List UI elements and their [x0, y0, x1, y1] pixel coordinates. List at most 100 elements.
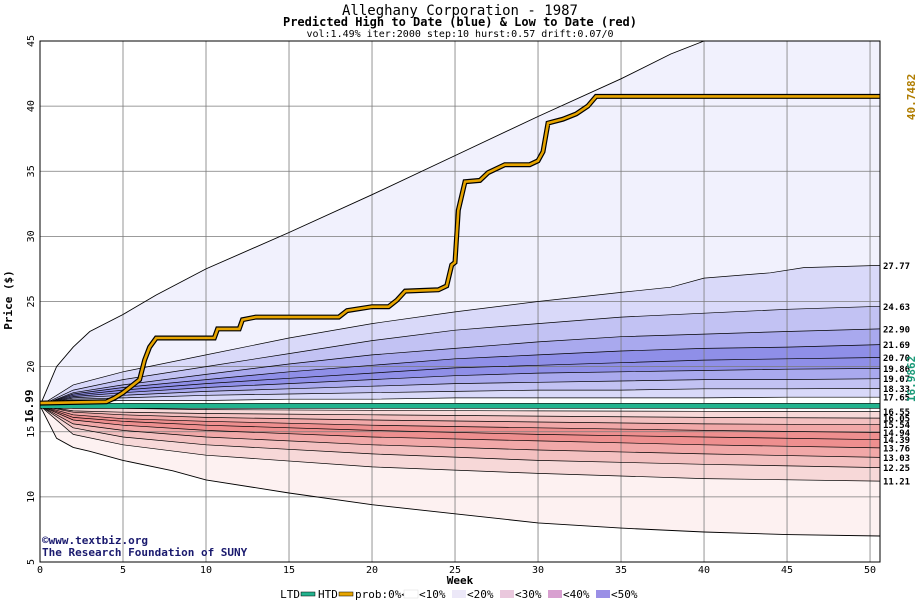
x-tick-label: 20: [366, 565, 378, 576]
legend-swatch-50: [596, 590, 610, 598]
percentile-value-label: 19.86: [883, 365, 910, 375]
x-tick-label: 0: [37, 565, 43, 576]
percentile-value-label: 16.05: [883, 415, 910, 425]
x-tick-label: 10: [200, 565, 212, 576]
percentile-value-label: 20.70: [883, 354, 910, 364]
percentile-value-label: 14.94: [883, 429, 911, 439]
percentile-value-label: 18.33: [883, 385, 910, 395]
percentile-line: [39, 405, 881, 458]
percentile-value-label: 16.55: [883, 408, 910, 418]
legend-30-label: <30%: [515, 588, 542, 600]
x-tick-label: 15: [283, 565, 295, 576]
low-band-10: [40, 405, 880, 419]
legend-ltd-swatch: [300, 591, 316, 597]
low-band-30: [40, 405, 880, 433]
start-price-label: 16.99: [23, 389, 36, 422]
percentile-line: [39, 357, 881, 407]
x-tick-label: 45: [781, 565, 793, 576]
copyright-text: ©www.textbiz.org: [42, 534, 148, 547]
high-band-lower-20: [40, 378, 880, 406]
percentile-value-label: 13.03: [883, 454, 910, 464]
percentile-value-label: 27.77: [883, 262, 910, 272]
high-band-20: [40, 306, 880, 406]
percentile-value-label: 24.63: [883, 303, 910, 313]
low-band-lower-10: [40, 405, 880, 482]
legend-swatch-10: [403, 589, 419, 599]
y-tick-label: 35: [26, 165, 37, 177]
percentile-line: [39, 265, 881, 406]
legend-swatch-20: [452, 590, 466, 598]
foundation-text: The Research Foundation of SUNY: [42, 546, 248, 559]
x-tick-label: 25: [449, 565, 461, 576]
legend-40-label: <40%: [563, 588, 590, 600]
lower-envelope-line: [39, 405, 881, 537]
legend-ltd-label: LTD: [280, 588, 300, 600]
upper-envelope-line: [39, 40, 705, 406]
percentile-value-label: 11.21: [883, 478, 910, 488]
y-tick-label: 30: [26, 230, 37, 242]
legend-htd-label: HTD: [318, 588, 338, 600]
y-tick-label: 20: [26, 361, 37, 373]
chart-title: Alleghany Corporation - 1987: [342, 3, 578, 19]
percentile-line: [39, 405, 881, 433]
legend-swatch-40: [548, 590, 562, 598]
x-tick-label: 30: [532, 565, 544, 576]
y-tick-label: 5: [26, 559, 37, 565]
percentile-line: [39, 405, 881, 426]
high-band-10: [40, 265, 880, 406]
percentile-value-label: 17.65: [883, 394, 910, 404]
x-axis-ticks: 0 5 10 15 20 25 30 35 40 45 50: [37, 565, 876, 576]
low-band-outer: [40, 405, 880, 536]
percentile-value-label: 14.39: [883, 436, 910, 446]
percentile-line: [39, 405, 881, 482]
x-axis-label: Week: [447, 574, 474, 587]
x-tick-label: 40: [698, 565, 710, 576]
percentile-line: [39, 305, 881, 407]
chart-subtitle: Predicted High to Date (blue) & Low to D…: [283, 15, 637, 29]
y-axis-ticks: 5 10 15 20 25 30 35 40 45: [26, 35, 37, 565]
percentile-line: [39, 344, 881, 407]
percentile-line: [39, 405, 881, 468]
legend-10-label: <10%: [419, 588, 446, 600]
actual-high-label: 40.7482: [905, 74, 918, 120]
legend-htd-swatch: [338, 591, 354, 597]
low-band-20: [40, 405, 880, 425]
percentile-line: [39, 396, 880, 407]
plot-frame: [39, 40, 881, 563]
legend-swatch-30: [500, 590, 514, 598]
htd-line: [39, 95, 880, 405]
percentile-line: [39, 405, 881, 419]
percentile-lines: [39, 40, 881, 537]
percentile-line: [39, 405, 881, 449]
high-band-outer: [40, 41, 880, 406]
percentile-line: [39, 328, 881, 407]
legend: LTD HTD prob:0%< <10% <20% <30% <40% <50…: [280, 588, 638, 600]
chart-params: vol:1.49% iter:2000 step:10 hurst:0.57 d…: [306, 29, 613, 40]
low-band-lower-30: [40, 405, 880, 458]
y-tick-label: 45: [26, 35, 37, 47]
percentile-value-label: 22.90: [883, 325, 910, 335]
x-tick-label: 5: [120, 565, 126, 576]
percentile-value-label: 19.07: [883, 375, 910, 385]
high-band-30: [40, 328, 880, 406]
low-band-lower-20: [40, 405, 880, 468]
probability-bands: [40, 41, 880, 536]
legend-20-label: <20%: [467, 588, 494, 600]
y-tick-label: 10: [26, 491, 37, 503]
y-axis-label: Price ($): [2, 270, 15, 330]
actual-low-label: 16.9862: [905, 356, 918, 402]
percentile-value-label: 13.76: [883, 444, 910, 454]
percentile-value-label: 12.25: [883, 464, 910, 474]
percentile-labels: 27.77 24.63 22.90 21.69 20.7019.8619.0718.33…: [883, 262, 911, 488]
grid-lines: [40, 41, 880, 562]
legend-50-label: <50%: [611, 588, 638, 600]
x-tick-label: 35: [615, 565, 627, 576]
percentile-value-label: 21.69: [883, 341, 910, 351]
percentile-line: [39, 368, 881, 407]
y-tick-label: 15: [26, 426, 37, 438]
high-band-core: [40, 344, 880, 406]
percentile-value-label: 15.54: [883, 421, 911, 431]
ltd-line: [39, 403, 881, 409]
y-tick-label: 40: [26, 100, 37, 112]
